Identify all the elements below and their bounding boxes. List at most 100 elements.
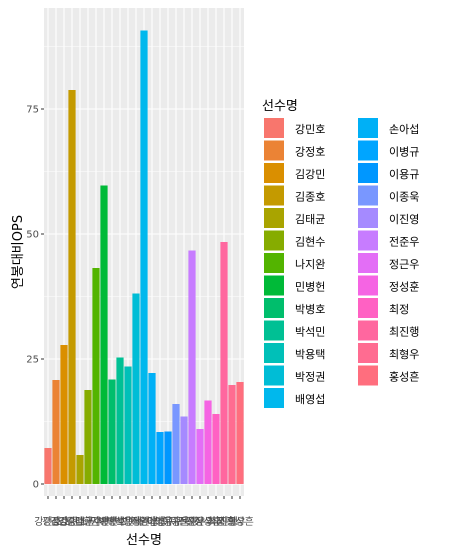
legend: 선수명 강민호강정호김강민김종호김태균김현수나지완민병헌박병호박석민박용택박정권…: [262, 99, 419, 408]
bar: [76, 455, 84, 484]
legend-label: 배영섭: [295, 393, 325, 406]
legend-swatch: [264, 118, 284, 138]
bar: [92, 268, 100, 484]
x-axis: 강민호강정호김강민김종호김태균김현수나지완민병헌박병호박석민박용택박정권배영섭손…: [34, 496, 254, 528]
x-tick-label: 홍성흔: [226, 515, 254, 528]
legend-swatch: [264, 230, 284, 251]
legend-label: 민병헌: [295, 281, 325, 294]
x-tick-label: 박정권: [122, 516, 150, 528]
legend-swatch: [264, 343, 284, 363]
bar: [220, 242, 228, 484]
legend-label: 이용규: [389, 168, 419, 181]
legend-swatch: [358, 343, 378, 363]
legend-label: 박병호: [295, 303, 325, 316]
x-tick-label: 김현수: [74, 516, 102, 528]
legend-label: 이진영: [389, 213, 419, 226]
legend-swatch: [264, 388, 284, 408]
bar: [172, 404, 180, 484]
legend-swatch: [358, 140, 378, 161]
legend-label: 김현수: [295, 236, 325, 249]
legend-label: 김강민: [295, 168, 325, 181]
legend-label: 정근우: [389, 258, 419, 271]
legend-label: 강정호: [295, 146, 325, 159]
bar: [84, 390, 92, 484]
bar: [60, 345, 68, 484]
legend-swatch: [264, 298, 284, 318]
x-tick-label: 이진영: [170, 516, 198, 528]
y-axis: 0 25 50 75: [26, 105, 44, 491]
bar: [196, 429, 204, 484]
x-tick-label: 김강민: [50, 516, 78, 528]
legend-label: 홍성흔: [389, 370, 419, 384]
legend-swatch: [358, 253, 378, 273]
bar: [52, 380, 60, 484]
y-axis-title: 연봉대비OPS: [11, 215, 26, 289]
bar: [164, 431, 172, 484]
bar: [148, 373, 156, 484]
bar: [132, 293, 140, 484]
x-tick-label: 정성훈: [194, 515, 222, 528]
bar: [212, 414, 220, 484]
legend-swatch: [264, 163, 284, 183]
x-tick-label: 박병호: [98, 516, 126, 528]
legend-label: 이종욱: [389, 191, 419, 204]
legend-label: 강민호: [295, 123, 325, 136]
legend-swatch: [358, 275, 378, 296]
bars: [44, 30, 244, 484]
legend-swatch: [358, 118, 378, 138]
x-tick-label: 배영섭: [130, 516, 158, 528]
legend-swatch: [264, 253, 284, 273]
x-tick-label: 이용규: [154, 516, 182, 528]
legend-label: 박용택: [295, 348, 325, 361]
legend-title: 선수명: [262, 99, 298, 114]
legend-swatch: [264, 208, 284, 228]
y-tick-label: 25: [26, 355, 39, 366]
legend-label: 나지완: [295, 258, 325, 271]
legend-swatch: [264, 275, 284, 296]
x-tick-label: 이종욱: [162, 516, 190, 528]
bar: [108, 379, 116, 484]
legend-label: 최정: [389, 303, 409, 316]
x-tick-label: 이병규: [146, 516, 174, 528]
legend-label: 최형우: [389, 348, 419, 361]
bar: [228, 385, 236, 484]
x-tick-label: 강정호: [42, 516, 70, 528]
legend-label: 최진행: [389, 326, 419, 339]
legend-label: 정성훈: [389, 281, 419, 294]
bar: [204, 400, 212, 484]
x-tick-label: 손아섭: [138, 516, 166, 528]
legend-swatch: [264, 365, 284, 386]
x-tick-label: 민병헌: [90, 516, 118, 528]
x-axis-title: 선수명: [126, 533, 162, 548]
legend-swatch: [264, 320, 284, 341]
legend-label: 김종호: [295, 191, 325, 204]
bar: [140, 30, 148, 484]
bar: [156, 432, 164, 484]
legend-label: 손아섭: [389, 123, 419, 136]
y-tick-label: 0: [33, 480, 39, 491]
x-tick-label: 김태균: [66, 516, 94, 528]
bar: [68, 90, 76, 484]
legend-label: 박석민: [295, 326, 325, 339]
x-tick-label: 전준우: [178, 516, 206, 528]
legend-swatch: [358, 185, 378, 206]
legend-label: 전준우: [389, 236, 419, 249]
x-tick-label: 최진행: [210, 516, 238, 528]
x-tick-label: 김종호: [58, 516, 86, 528]
bar: [116, 357, 124, 484]
x-tick-label: 최정: [207, 516, 225, 528]
bar: [236, 382, 244, 484]
y-tick-label: 75: [26, 105, 39, 116]
legend-swatch: [358, 298, 378, 318]
bar: [180, 416, 188, 484]
legend-label: 박정권: [295, 371, 325, 384]
y-tick-label: 50: [26, 230, 39, 241]
bar: [44, 448, 52, 484]
legend-label: 김태균: [295, 213, 325, 226]
bar: [188, 250, 196, 484]
bar: [100, 185, 108, 484]
x-tick-label: 최형우: [218, 516, 246, 528]
legend-swatch: [358, 230, 378, 251]
legend-swatch: [358, 208, 378, 228]
